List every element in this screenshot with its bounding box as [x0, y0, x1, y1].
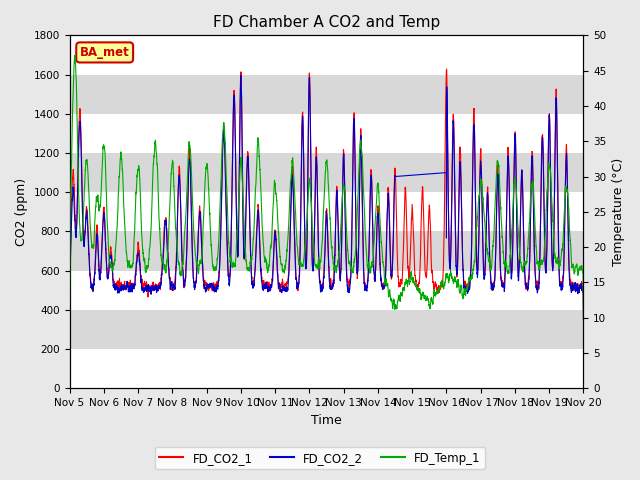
- Text: BA_met: BA_met: [80, 46, 129, 59]
- Y-axis label: CO2 (ppm): CO2 (ppm): [15, 178, 28, 246]
- Bar: [70, 114, 584, 153]
- Y-axis label: Temperature (°C): Temperature (°C): [612, 158, 625, 266]
- Bar: [70, 153, 584, 192]
- Bar: [70, 231, 584, 271]
- Bar: [70, 271, 584, 310]
- Legend: FD_CO2_1, FD_CO2_2, FD_Temp_1: FD_CO2_1, FD_CO2_2, FD_Temp_1: [155, 447, 485, 469]
- Bar: [70, 192, 584, 231]
- X-axis label: Time: Time: [311, 414, 342, 427]
- Bar: [70, 36, 584, 74]
- Bar: [70, 74, 584, 114]
- Bar: [70, 310, 584, 349]
- Bar: [70, 349, 584, 388]
- Title: FD Chamber A CO2 and Temp: FD Chamber A CO2 and Temp: [213, 15, 440, 30]
